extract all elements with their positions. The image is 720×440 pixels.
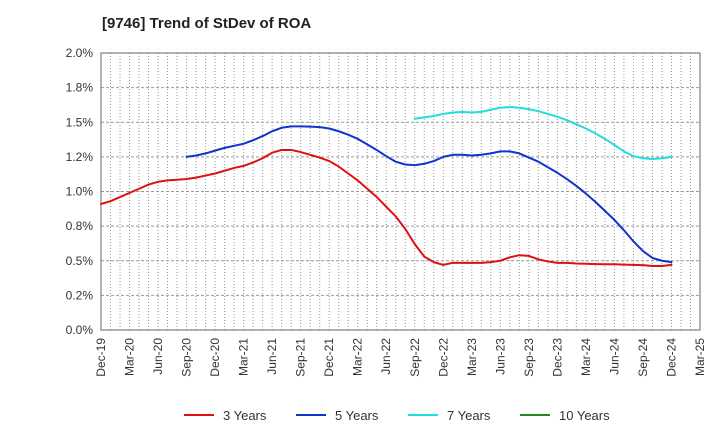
x-tick-label: Mar-20	[123, 338, 137, 376]
x-tick-label: Mar-21	[237, 338, 251, 376]
x-tick-label: Sep-21	[294, 338, 308, 377]
y-tick-label: 1.8%	[66, 81, 94, 95]
y-tick-label: 0.0%	[66, 323, 94, 337]
legend-label: 10 Years	[559, 408, 610, 423]
y-tick-label: 1.5%	[66, 115, 94, 129]
x-tick-label: Jun-20	[151, 338, 165, 375]
y-tick-label: 1.0%	[66, 185, 94, 199]
x-tick-label: Dec-20	[208, 338, 222, 377]
x-tick-label: Jun-21	[265, 338, 279, 375]
x-tick-label: Mar-25	[693, 338, 707, 376]
y-tick-label: 1.2%	[66, 150, 94, 164]
x-tick-label: Dec-23	[550, 338, 564, 377]
series-line-3-years	[100, 148, 673, 268]
x-tick-label: Sep-24	[636, 338, 650, 377]
legend-label: 5 Years	[335, 408, 379, 423]
x-tick-label: Jun-22	[379, 338, 393, 375]
x-tick-label: Mar-22	[351, 338, 365, 376]
x-tick-label: Sep-22	[408, 338, 422, 377]
x-tick-label: Jun-24	[607, 338, 621, 375]
legend-label: 7 Years	[447, 408, 491, 423]
y-tick-label: 0.5%	[66, 254, 94, 268]
x-tick-label: Jun-23	[493, 338, 507, 375]
plot-area	[101, 53, 700, 330]
x-tick-label: Dec-22	[436, 338, 450, 377]
legend-label: 3 Years	[223, 408, 267, 423]
series-line-7-years	[413, 106, 673, 160]
x-tick-label: Dec-19	[94, 338, 108, 377]
y-tick-label: 2.0%	[66, 46, 94, 60]
series-line-5-years	[185, 125, 673, 264]
x-tick-label: Dec-24	[664, 338, 678, 377]
x-tick-label: Mar-23	[465, 338, 479, 376]
plot-frame	[100, 52, 701, 331]
x-tick-label: Sep-23	[522, 338, 536, 377]
x-tick-label: Sep-20	[180, 338, 194, 377]
y-tick-label: 0.8%	[66, 219, 94, 233]
chart-title: [9746] Trend of StDev of ROA	[102, 15, 312, 32]
x-tick-label: Dec-21	[322, 338, 336, 377]
y-tick-label: 0.2%	[66, 288, 94, 302]
x-tick-label: Mar-24	[579, 338, 593, 376]
